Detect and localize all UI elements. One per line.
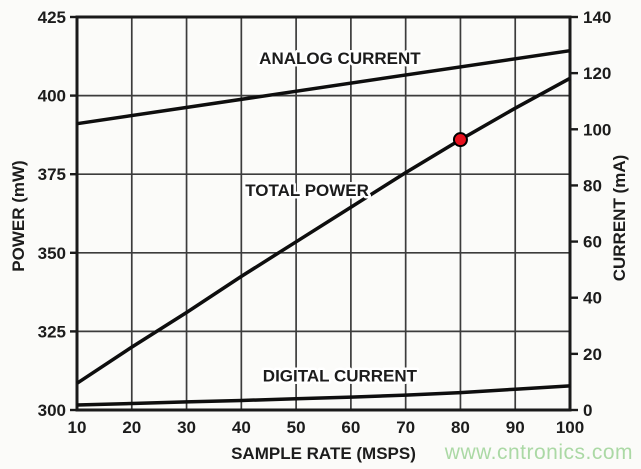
series-label-digital-current: DIGITAL CURRENT	[263, 366, 418, 385]
x-tick-label: 100	[556, 418, 584, 437]
left-axis-title: POWER (mW)	[9, 160, 28, 271]
right-tick-label: 140	[583, 8, 611, 27]
x-tick-label: 60	[341, 418, 360, 437]
operating-point-marker	[452, 132, 468, 148]
series-label-total-power: TOTAL POWER	[245, 181, 369, 200]
left-tick-label: 300	[38, 401, 66, 420]
right-tick-label: 20	[583, 345, 602, 364]
series-labels: ANALOG CURRENT TOTAL POWER DIGITAL CURRENT	[243, 46, 424, 388]
right-tick-label: 100	[583, 120, 611, 139]
x-tick-label: 40	[232, 418, 251, 437]
x-tick-label: 80	[451, 418, 470, 437]
axis-ticks	[70, 15, 578, 412]
x-axis-tick-labels: 10 20 30 40 50 60 70 80 90 100	[68, 418, 585, 437]
left-tick-label: 325	[38, 322, 66, 341]
left-tick-label: 425	[38, 8, 66, 27]
series-digital-current	[76, 384, 571, 407]
right-tick-label: 0	[583, 401, 592, 420]
x-tick-label: 20	[122, 418, 141, 437]
right-tick-label: 40	[583, 289, 602, 308]
series-lines	[76, 48, 571, 407]
x-tick-label: 30	[177, 418, 196, 437]
left-tick-label: 375	[38, 165, 66, 184]
right-axis-title: CURRENT (mA)	[610, 155, 629, 282]
series-label-analog-current: ANALOG CURRENT	[259, 49, 421, 68]
x-tick-label: 50	[287, 418, 306, 437]
right-tick-label: 60	[583, 233, 602, 252]
right-tick-label: 80	[583, 176, 602, 195]
left-tick-label: 350	[38, 244, 66, 263]
x-tick-label: 10	[68, 418, 87, 437]
plot-frame	[75, 15, 572, 412]
series-analog-current	[76, 48, 571, 126]
x-tick-label: 90	[506, 418, 525, 437]
x-tick-label: 70	[396, 418, 415, 437]
right-axis-tick-labels: 0 20 40 60 80 100 120 140	[583, 8, 611, 420]
right-tick-label: 120	[583, 64, 611, 83]
gridlines	[76, 16, 571, 411]
x-axis-title: SAMPLE RATE (MSPS)	[231, 444, 416, 463]
watermark: www.cntronics.com	[444, 441, 633, 464]
left-tick-label: 400	[38, 87, 66, 106]
series-total-power	[76, 76, 571, 385]
left-axis-tick-labels: 300 325 350 375 400 425	[38, 8, 66, 420]
